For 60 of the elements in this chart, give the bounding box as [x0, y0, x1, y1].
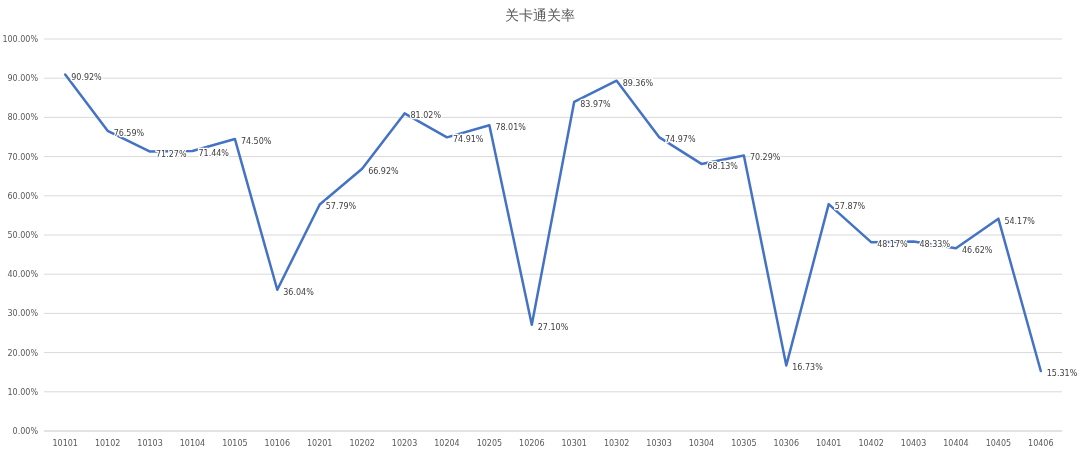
x-tick-label: 10403 — [900, 439, 927, 448]
data-label: 90.92% — [71, 72, 103, 82]
x-tick-label: 10106 — [264, 439, 291, 448]
x-tick-label: 10204 — [434, 439, 460, 448]
x-tick-label: 10201 — [306, 439, 333, 448]
data-label: 66.92% — [368, 166, 400, 176]
data-label: 76.59% — [113, 128, 145, 138]
y-tick-label: 100.00% — [2, 35, 39, 44]
data-label: 27.10% — [537, 322, 569, 332]
x-tick-label: 10302 — [603, 439, 630, 448]
data-label: 70.29% — [749, 153, 781, 163]
data-label: 68.13% — [707, 161, 739, 171]
data-label: 16.73% — [792, 363, 824, 373]
x-tick-label: 10405 — [985, 439, 1012, 448]
y-tick-label: 90.00% — [7, 74, 39, 84]
x-tick-label: 10402 — [858, 439, 884, 448]
data-label: 36.04% — [283, 287, 315, 297]
y-tick-label: 30.00% — [7, 309, 39, 319]
x-tick-label: 10305 — [731, 439, 757, 448]
data-label: 74.97% — [665, 135, 696, 145]
y-tick-label: 40.00% — [7, 270, 39, 280]
data-label: 57.87% — [834, 202, 866, 212]
x-tick-label: 10306 — [773, 439, 800, 448]
data-label: 48.17% — [877, 240, 909, 250]
data-label: 54.17% — [1004, 216, 1036, 226]
data-label: 71.27% — [156, 149, 187, 159]
x-tick-label: 10105 — [222, 439, 248, 448]
data-label: 74.50% — [240, 136, 272, 146]
x-tick-label: 10205 — [476, 439, 503, 448]
x-tick-label: 10406 — [1028, 439, 1054, 448]
data-label: 89.36% — [622, 78, 654, 88]
y-tick-label: 10.00% — [7, 387, 39, 397]
x-tick-label: 10304 — [688, 439, 715, 448]
data-label: 74.91% — [452, 135, 484, 145]
x-tick-label: 10203 — [391, 439, 418, 448]
x-tick-label: 10101 — [52, 439, 78, 448]
y-tick-label: 0.00% — [12, 427, 39, 436]
x-tick-label: 10206 — [519, 439, 545, 448]
x-tick-label: 10202 — [349, 439, 375, 448]
data-label: 46.62% — [961, 246, 993, 256]
x-tick-label: 10104 — [179, 439, 206, 448]
x-tick-label: 10103 — [137, 439, 163, 448]
y-tick-label: 80.00% — [7, 113, 39, 123]
data-label: 15.31% — [1046, 368, 1078, 378]
data-label: 78.01% — [495, 123, 527, 133]
chart-title: 关卡通关率 — [505, 7, 575, 23]
y-tick-label: 20.00% — [7, 348, 39, 358]
x-tick-label: 10301 — [561, 439, 587, 448]
x-tick-label: 10102 — [94, 439, 121, 448]
x-tick-label: 10404 — [943, 439, 969, 448]
y-tick-label: 60.00% — [7, 191, 39, 201]
data-label: 71.44% — [198, 148, 230, 158]
x-tick-label: 10401 — [815, 439, 842, 448]
data-label: 83.97% — [580, 99, 612, 109]
line-series — [63, 73, 1043, 373]
x-tick-label: 10303 — [646, 439, 672, 448]
data-label: 81.02% — [410, 111, 442, 121]
y-tick-label: 50.00% — [7, 231, 39, 240]
y-tick-label: 70.00% — [7, 152, 39, 162]
data-label: 57.79% — [325, 202, 357, 212]
